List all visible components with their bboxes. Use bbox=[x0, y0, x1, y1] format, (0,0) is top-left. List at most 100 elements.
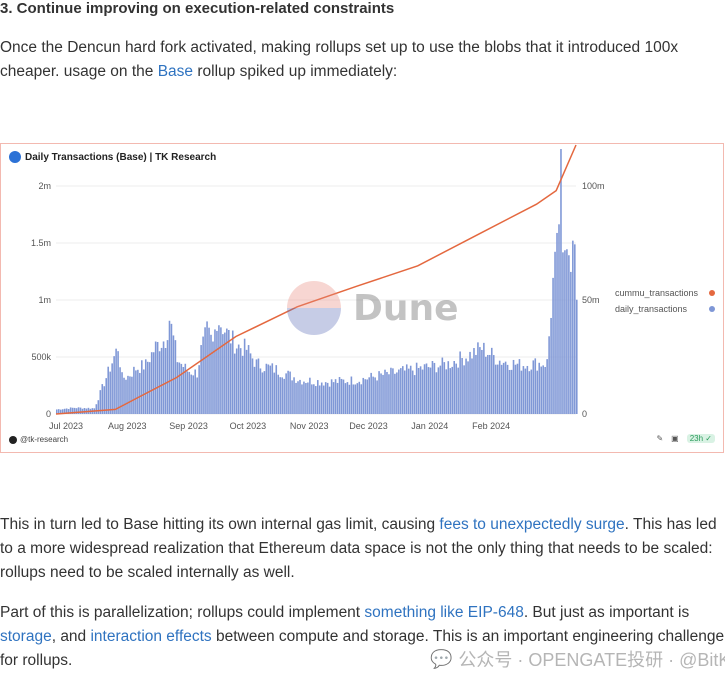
bar bbox=[427, 367, 430, 414]
bar bbox=[204, 327, 206, 414]
bar bbox=[150, 352, 153, 414]
bar bbox=[196, 377, 198, 414]
bar bbox=[419, 366, 422, 414]
bar bbox=[520, 370, 523, 414]
bar bbox=[71, 407, 74, 414]
bar bbox=[170, 323, 173, 414]
bar bbox=[277, 374, 280, 414]
bar bbox=[257, 358, 260, 414]
bar bbox=[216, 330, 218, 414]
bar bbox=[218, 325, 220, 414]
bar bbox=[123, 377, 125, 414]
bar bbox=[334, 379, 337, 414]
paragraph-gas-limit: This in turn led to Base hitting its own… bbox=[0, 513, 725, 585]
bar bbox=[568, 255, 570, 414]
legend-item[interactable]: daily_transactions bbox=[615, 301, 715, 317]
bar bbox=[59, 409, 62, 414]
bar bbox=[564, 250, 566, 414]
bar bbox=[332, 382, 335, 414]
bar bbox=[316, 380, 319, 414]
bar bbox=[129, 376, 131, 414]
author-handle[interactable]: @tk-research bbox=[9, 435, 68, 444]
bar bbox=[139, 372, 141, 414]
y-left-tick-label: 500k bbox=[31, 352, 51, 362]
link-interaction-effects[interactable]: interaction effects bbox=[90, 628, 212, 645]
bar bbox=[479, 347, 481, 414]
bar bbox=[512, 359, 515, 414]
bar bbox=[101, 384, 104, 414]
bar bbox=[237, 344, 240, 414]
bar bbox=[297, 381, 299, 414]
bar bbox=[279, 377, 282, 414]
bar bbox=[261, 372, 264, 414]
bar bbox=[445, 369, 448, 414]
bar bbox=[125, 379, 127, 414]
bar bbox=[490, 347, 493, 414]
bar bbox=[251, 358, 254, 414]
bar bbox=[184, 363, 187, 414]
bar bbox=[200, 345, 202, 414]
x-tick-label: Feb 2024 bbox=[472, 421, 510, 431]
bar bbox=[508, 369, 511, 414]
bar bbox=[528, 371, 531, 414]
bar bbox=[212, 341, 214, 414]
bar bbox=[342, 379, 345, 414]
bar bbox=[350, 376, 353, 414]
bar bbox=[299, 379, 301, 414]
bar bbox=[249, 353, 252, 414]
bar bbox=[241, 355, 244, 414]
bar bbox=[360, 384, 363, 414]
bar bbox=[500, 364, 503, 414]
bar bbox=[137, 369, 139, 414]
paragraph-text: rollup spiked up immediately: bbox=[193, 63, 398, 80]
bar bbox=[148, 362, 151, 414]
bar bbox=[441, 357, 444, 414]
bar bbox=[156, 341, 159, 414]
bar bbox=[485, 356, 487, 414]
bar bbox=[172, 335, 175, 414]
bar bbox=[164, 348, 167, 414]
legend-item[interactable]: cummu_transactions bbox=[615, 285, 715, 301]
bar bbox=[293, 377, 295, 414]
bar bbox=[287, 370, 289, 414]
bar bbox=[518, 359, 521, 414]
bar bbox=[190, 374, 193, 414]
y-right-tick-label: 0 bbox=[582, 409, 587, 419]
bar bbox=[394, 373, 396, 414]
handle-text: @tk-research bbox=[20, 435, 69, 444]
bar bbox=[546, 359, 548, 414]
link-base[interactable]: Base bbox=[157, 63, 194, 80]
dune-dot-icon bbox=[9, 151, 21, 163]
bar bbox=[188, 371, 191, 414]
bar bbox=[348, 384, 351, 414]
bar bbox=[228, 329, 230, 414]
camera-icon[interactable]: ▣ bbox=[671, 434, 679, 443]
paragraph-intro: Once the Dencun hard fork activated, mak… bbox=[0, 36, 725, 84]
bar bbox=[356, 383, 359, 414]
bar bbox=[309, 377, 311, 414]
bar bbox=[423, 364, 426, 414]
bar bbox=[550, 317, 552, 414]
bar bbox=[475, 354, 477, 414]
bar bbox=[403, 370, 406, 414]
chart-title: Daily Transactions (Base) | TK Research bbox=[9, 151, 216, 163]
bar bbox=[362, 377, 365, 414]
bar bbox=[469, 351, 471, 414]
bar bbox=[330, 379, 333, 414]
bar bbox=[358, 381, 361, 414]
bar bbox=[63, 408, 66, 414]
link-eip-648[interactable]: something like EIP-648 bbox=[364, 604, 524, 621]
bar bbox=[465, 358, 467, 414]
link-fees-surge[interactable]: fees to unexpectedly surge bbox=[439, 516, 625, 533]
refresh-badge[interactable]: 23h ✓ bbox=[686, 434, 715, 443]
bar bbox=[133, 366, 135, 414]
legend-dot-icon bbox=[709, 306, 715, 312]
bar bbox=[576, 299, 578, 414]
link-storage[interactable]: storage bbox=[0, 628, 52, 645]
bar bbox=[483, 342, 485, 414]
edit-icon[interactable]: ✎ bbox=[656, 434, 664, 443]
bar bbox=[352, 384, 355, 414]
wechat-watermark: 💬 公众号 · OPENGATE投研 · @BitKelly bbox=[430, 646, 725, 672]
bar bbox=[366, 379, 368, 414]
paragraph-text: Once the Dencun hard fork activated, mak… bbox=[0, 39, 679, 80]
